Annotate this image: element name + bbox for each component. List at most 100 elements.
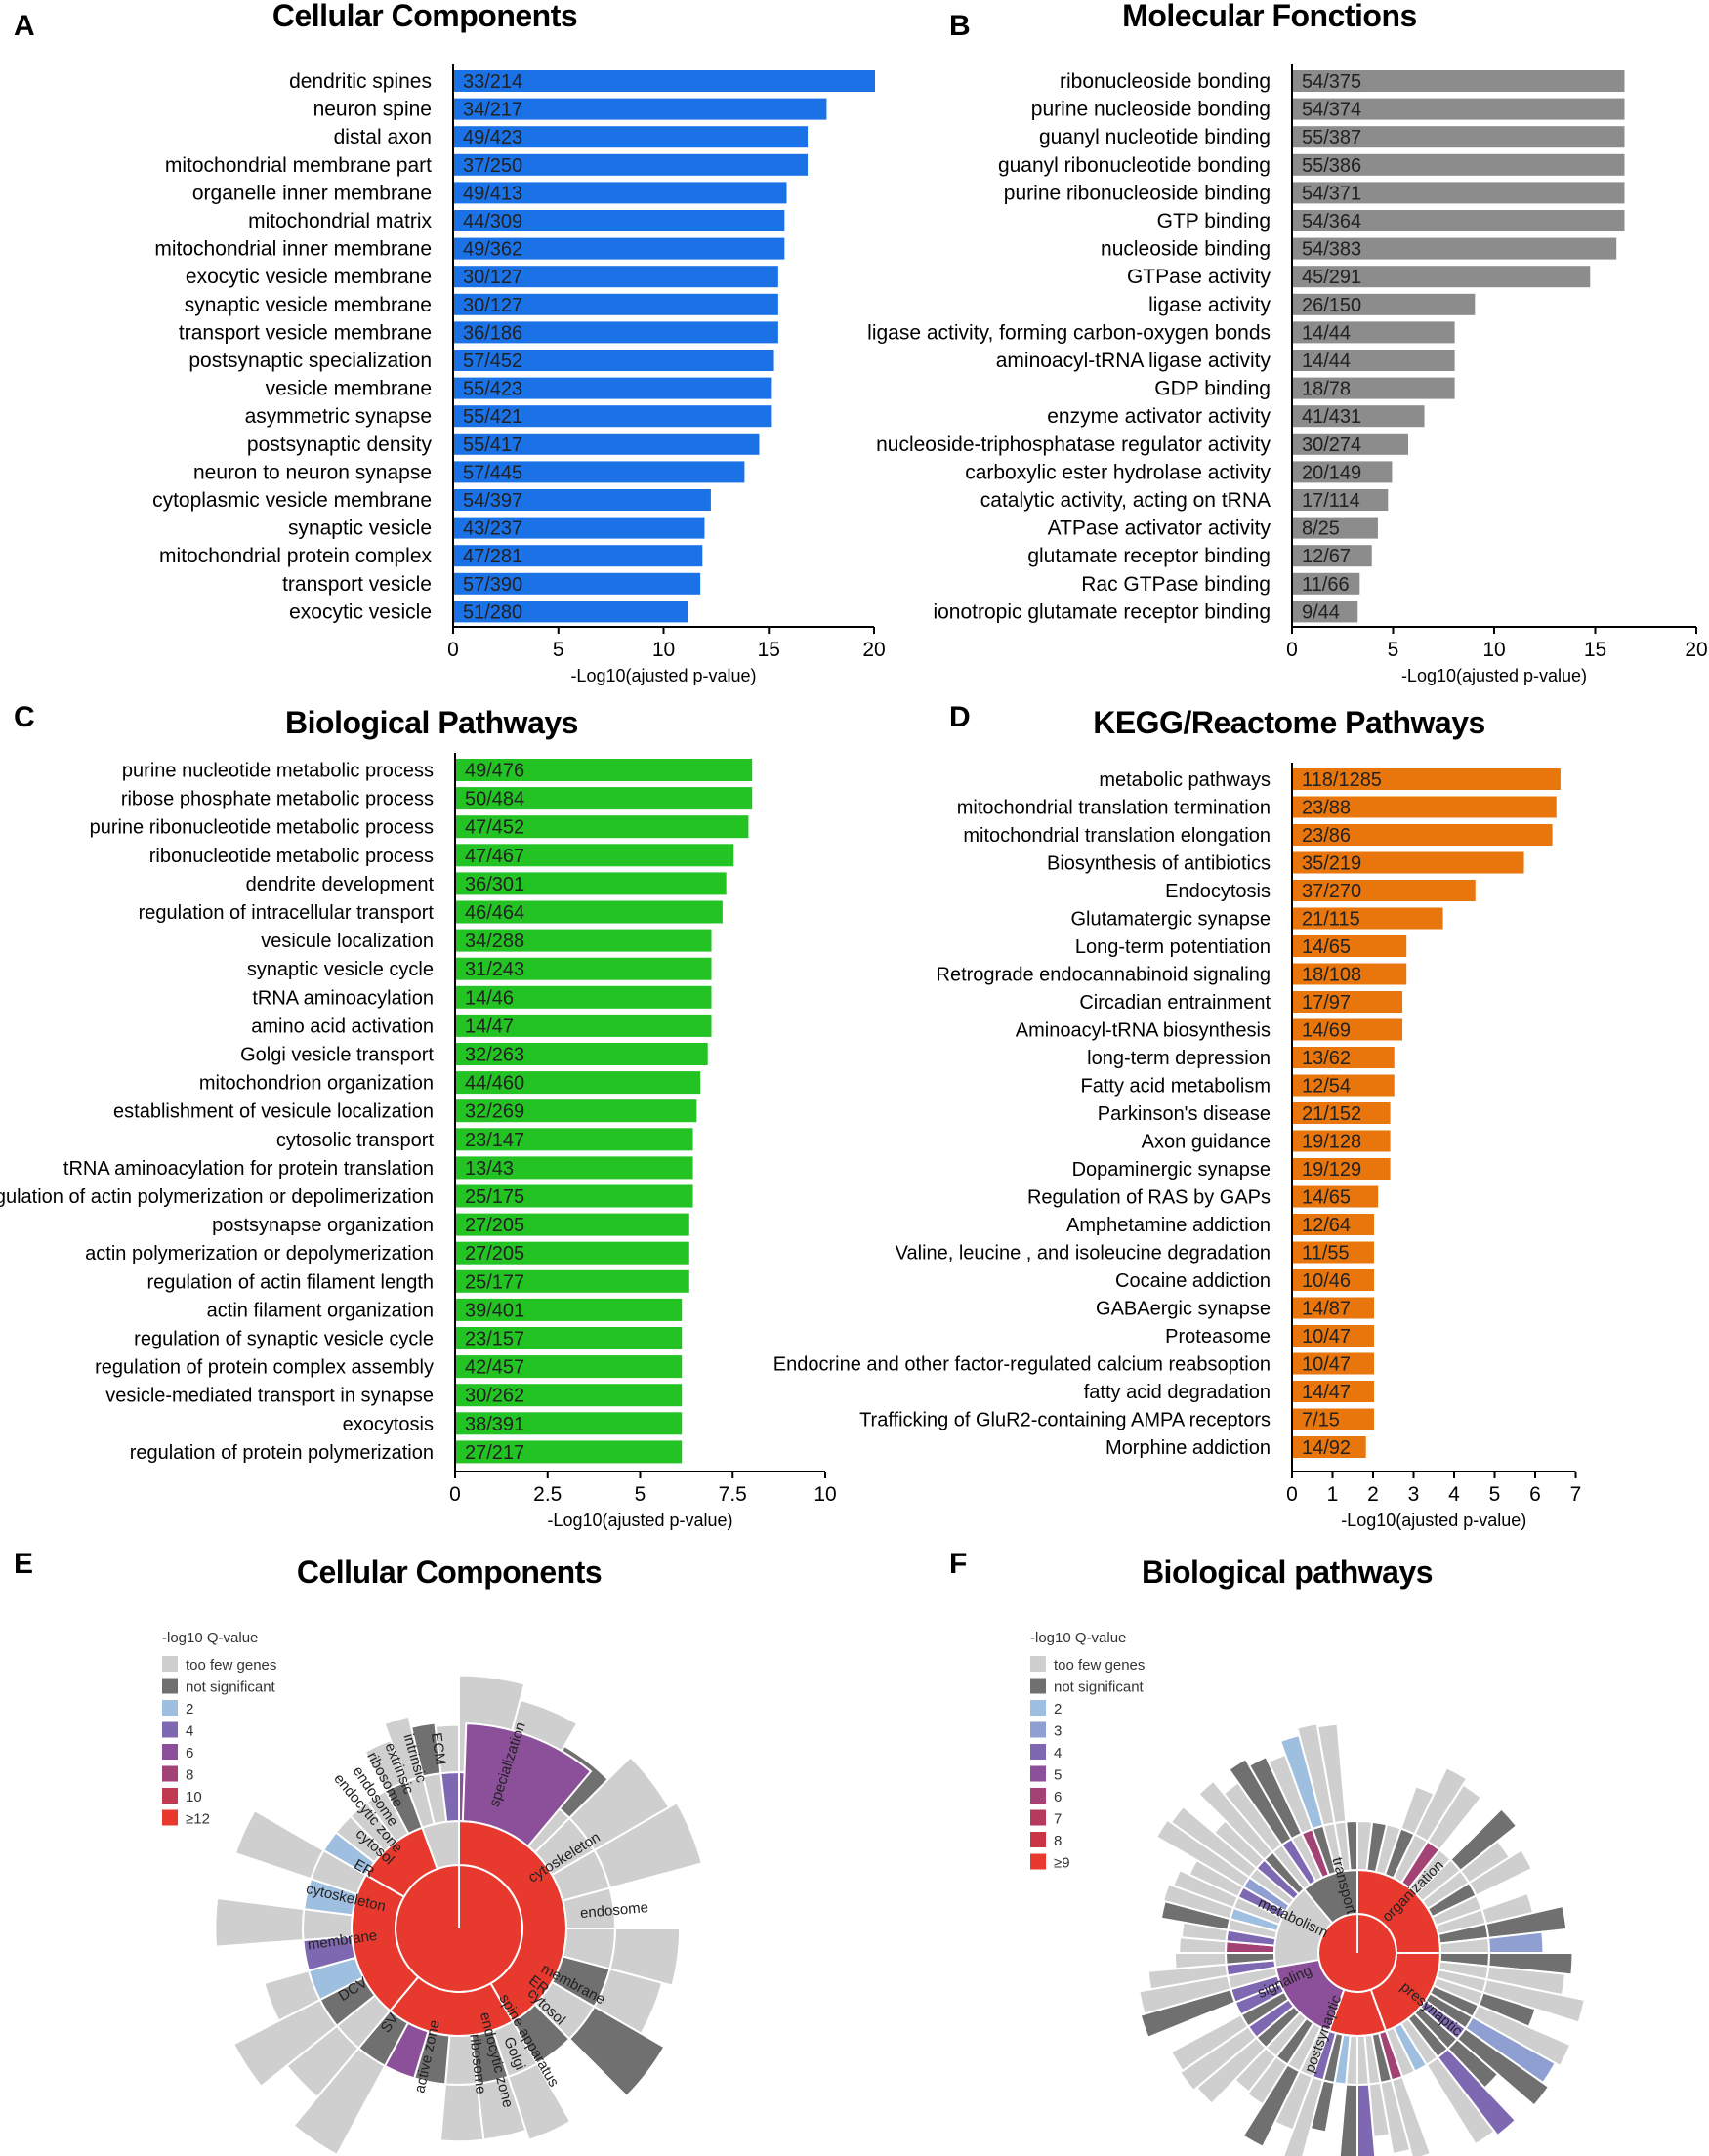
- category-label: guanyl ribonucleotide bonding: [998, 154, 1271, 177]
- sunburst-segment: [438, 2082, 485, 2143]
- bar-data-label: 54/364: [1302, 211, 1361, 232]
- bar: [456, 900, 723, 924]
- category-label: enzyme activator activity: [1047, 405, 1271, 428]
- bar-data-label: 23/147: [465, 1130, 524, 1151]
- category-label: GABAergic synapse: [1096, 1299, 1271, 1320]
- panel-letter-d: D: [949, 701, 971, 733]
- bar-data-label: 26/150: [1302, 295, 1361, 316]
- category-label: guanyl nucleotide binding: [1039, 126, 1271, 148]
- bar-data-label: 38/391: [465, 1414, 524, 1435]
- category-label: catalytic activity, acting on tRNA: [980, 489, 1271, 512]
- bar-data-label: 44/460: [465, 1073, 524, 1095]
- bar-data-label: 14/92: [1302, 1437, 1351, 1459]
- bar: [454, 545, 703, 567]
- x-tick-label: 6: [1529, 1483, 1541, 1506]
- legend-label: 5: [1054, 1767, 1062, 1784]
- bar: [1293, 1158, 1391, 1180]
- bar-data-label: 57/390: [463, 574, 522, 596]
- x-tick-label: 0: [449, 1483, 461, 1506]
- bar: [1293, 182, 1625, 204]
- bar-data-label: 7/15: [1302, 1410, 1340, 1431]
- bar: [1293, 824, 1553, 846]
- category-label: mitochondrial translation elongation: [963, 825, 1271, 847]
- bar: [454, 126, 809, 148]
- x-tick-label: 1: [1327, 1483, 1339, 1506]
- bar: [1293, 1381, 1374, 1402]
- legend-swatch: [1030, 1832, 1046, 1847]
- category-label: Endocrine and other factor-regulated cal…: [773, 1354, 1271, 1376]
- bar-data-label: 8/25: [1302, 518, 1340, 540]
- bar: [454, 70, 875, 92]
- category-label: regulation of protein complex assembly: [95, 1357, 434, 1379]
- category-label: fatty acid degradation: [1084, 1382, 1271, 1403]
- bar: [1293, 1018, 1403, 1041]
- bar-data-label: 25/177: [465, 1271, 524, 1293]
- legend-swatch: [162, 1765, 178, 1782]
- bar-data-label: 45/291: [1302, 267, 1361, 288]
- bar-data-label: 31/243: [465, 959, 524, 980]
- legend-swatch: [162, 1809, 178, 1826]
- x-tick-label: 15: [758, 639, 780, 661]
- bar-data-label: 50/484: [465, 789, 524, 810]
- bar: [454, 517, 705, 539]
- bar: [456, 1241, 689, 1265]
- bar-data-label: 30/262: [465, 1386, 524, 1407]
- bar: [456, 759, 753, 781]
- category-label: Biosynthesis of antibiotics: [1047, 853, 1271, 875]
- bar: [1293, 851, 1524, 874]
- bar-data-label: 36/186: [463, 322, 522, 344]
- bar-data-label: 55/387: [1302, 127, 1361, 148]
- bar-data-label: 41/431: [1302, 406, 1361, 428]
- x-tick-label: 0: [1286, 1483, 1298, 1506]
- category-label: mitochondrial protein complex: [159, 545, 432, 567]
- legend-swatch: [162, 1700, 178, 1716]
- bar: [1293, 1436, 1366, 1458]
- bar-data-label: 54/374: [1302, 100, 1361, 121]
- bar-chart-d: 118/1285 metabolic pathways 23/88 mitochond…: [773, 763, 1581, 1530]
- bar-data-label: 13/62: [1302, 1048, 1351, 1069]
- legend-swatch: [162, 1788, 178, 1804]
- category-label: Golgi vesicle transport: [240, 1045, 434, 1066]
- bar-data-label: 54/397: [463, 490, 522, 512]
- category-label: organelle inner membrane: [192, 182, 432, 204]
- category-label: Circadian entrainment: [1079, 992, 1271, 1014]
- bar: [454, 433, 760, 455]
- legend-label: 8: [186, 1767, 193, 1784]
- bar: [454, 405, 772, 428]
- category-label: regulation of actin filament length: [146, 1271, 434, 1293]
- category-label: dendrite development: [246, 874, 435, 895]
- panel-title-b: Molecular Fonctions: [1122, 0, 1417, 33]
- x-axis-label: -Log10(ajusted p-value): [570, 666, 756, 685]
- category-label: synaptic vesicle membrane: [185, 294, 432, 316]
- sunburst-f: -log10 Q-value too few genes not significa…: [1030, 1630, 1586, 2156]
- bar: [456, 1269, 689, 1293]
- category-label: nucleoside-triphosphatase regulator acti…: [876, 434, 1271, 456]
- bar: [454, 572, 701, 595]
- bar-data-label: 11/66: [1302, 574, 1350, 596]
- sunburst-segment: [1338, 2083, 1358, 2156]
- bar: [454, 377, 772, 399]
- bar: [1293, 126, 1625, 148]
- segment-label: endosome: [579, 1899, 648, 1922]
- sunburst-segment: [461, 1722, 593, 1848]
- legend-swatch: [162, 1744, 178, 1760]
- bar: [454, 350, 774, 371]
- bar: [1293, 1269, 1374, 1291]
- bar-data-label: 17/114: [1302, 490, 1360, 512]
- legend-label: 10: [186, 1789, 202, 1805]
- x-tick-label: 4: [1448, 1483, 1460, 1506]
- bar: [1293, 1047, 1395, 1068]
- legend-label: not significant: [1054, 1679, 1145, 1696]
- bar: [1293, 377, 1455, 399]
- x-tick-label: 20: [1685, 639, 1707, 661]
- category-label: regulation of protein polymerization: [130, 1442, 434, 1464]
- category-label: actin filament organization: [207, 1300, 434, 1321]
- bar-data-label: 54/371: [1302, 183, 1361, 204]
- bar: [1293, 935, 1407, 957]
- bar: [1293, 880, 1476, 901]
- legend-swatch: [1030, 1809, 1046, 1826]
- bar-data-label: 23/88: [1302, 798, 1351, 819]
- x-axis-label: -Log10(ajusted p-value): [1341, 1511, 1526, 1530]
- bar-data-label: 55/421: [463, 406, 522, 428]
- category-label: vesicule localization: [261, 931, 434, 952]
